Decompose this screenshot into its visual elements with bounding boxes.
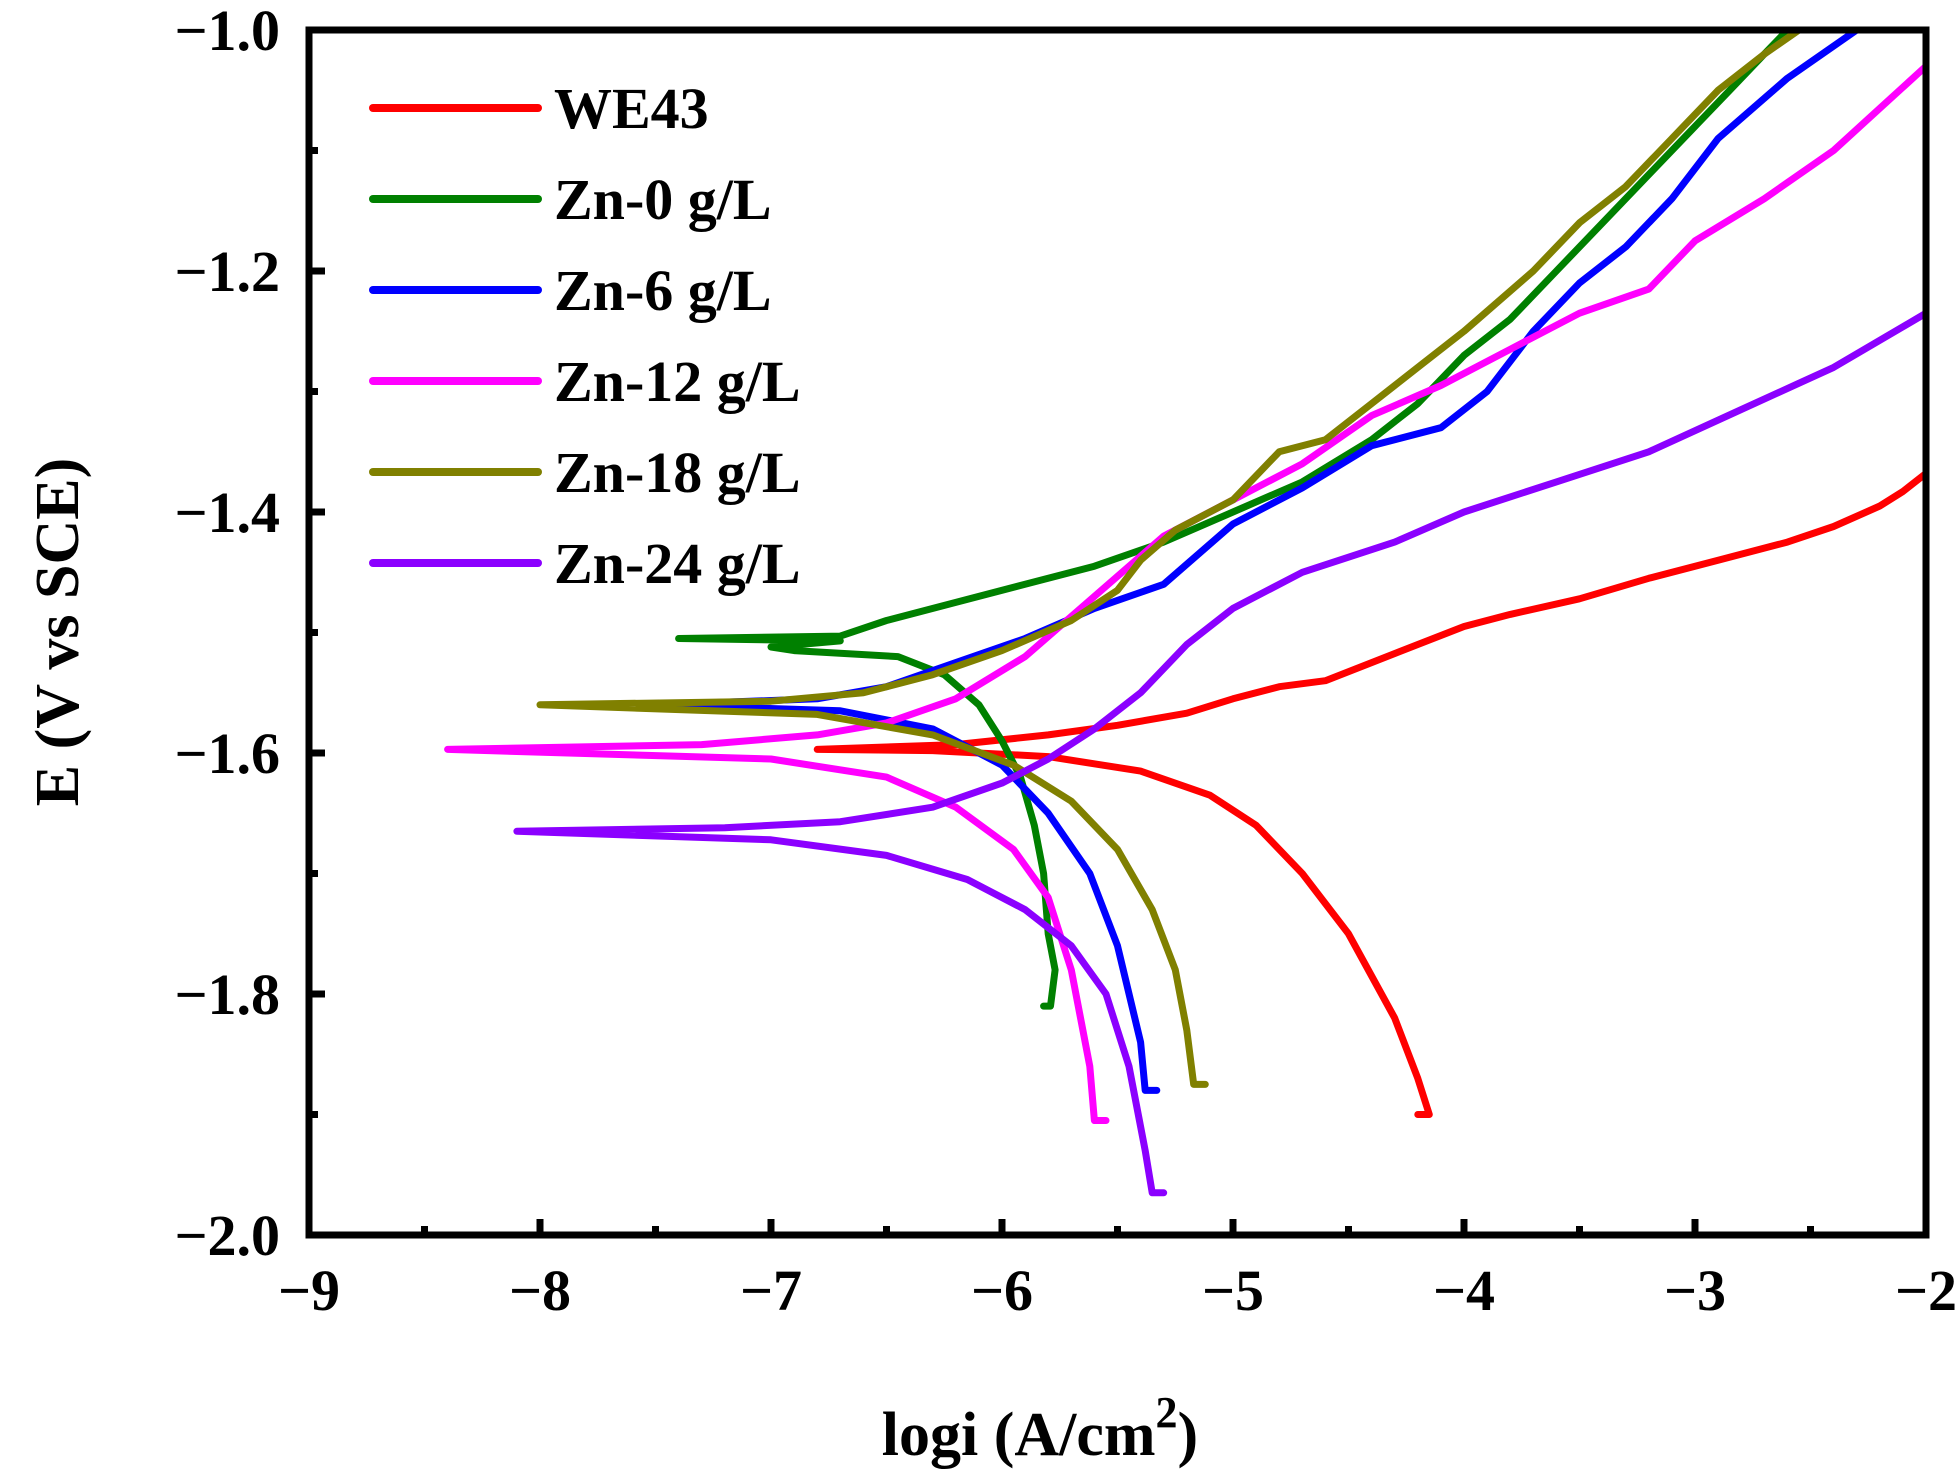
legend-label-1: Zn-0 g/L <box>554 167 772 232</box>
y-tick-label: −2.0 <box>174 1203 280 1268</box>
x-tick-label: −7 <box>740 1258 802 1323</box>
y-tick-label: −1.2 <box>174 239 280 304</box>
x-axis-label: logi (A/cm2) <box>882 1388 1198 1469</box>
x-axis: −9 −8 −7 −6 −5 −4 −3 −2 <box>278 1219 1955 1323</box>
x-tick-label: −5 <box>1202 1258 1264 1323</box>
legend-label-5: Zn-24 g/L <box>554 531 801 596</box>
x-tick-label: −8 <box>509 1258 571 1323</box>
plot-frame <box>305 26 1930 1239</box>
x-axis-label-main: logi (A/cm <box>882 1401 1156 1469</box>
series-line-2 <box>652 26 1861 1094</box>
x-axis-label-superscript: 2 <box>1156 1388 1178 1437</box>
series-line-0 <box>813 469 1930 1118</box>
series-line-1 <box>675 26 1791 1010</box>
x-tick-label: −9 <box>278 1258 340 1323</box>
series-layer <box>444 26 1930 1197</box>
x-tick-label: −3 <box>1664 1258 1726 1323</box>
x-tick-label: −2 <box>1895 1258 1955 1323</box>
y-tick-label: −1.0 <box>174 0 280 63</box>
x-tick-label: −6 <box>971 1258 1033 1323</box>
legend-label-4: Zn-18 g/L <box>554 440 801 505</box>
y-tick-label: −1.8 <box>174 962 280 1027</box>
y-axis-label: E (V vs SCE) <box>24 458 92 807</box>
y-tick-label: −1.6 <box>174 721 280 786</box>
legend-label-0: WE43 <box>554 76 709 141</box>
y-axis: −2.0 −1.8 −1.6 −1.4 −1.2 −1.0 <box>174 0 325 1268</box>
series-line-5 <box>513 309 1930 1197</box>
legend: WE43 Zn-0 g/L Zn-6 g/L Zn-12 g/L Zn-18 g/L Zn… <box>369 76 801 596</box>
series-line-4 <box>536 26 1803 1088</box>
legend-label-3: Zn-12 g/L <box>554 349 801 414</box>
x-axis-label-close: ) <box>1178 1401 1199 1469</box>
series-line-3 <box>444 62 1930 1124</box>
legend-label-2: Zn-6 g/L <box>554 258 772 323</box>
y-tick-label: −1.4 <box>174 480 280 545</box>
x-tick-label: −4 <box>1433 1258 1495 1323</box>
